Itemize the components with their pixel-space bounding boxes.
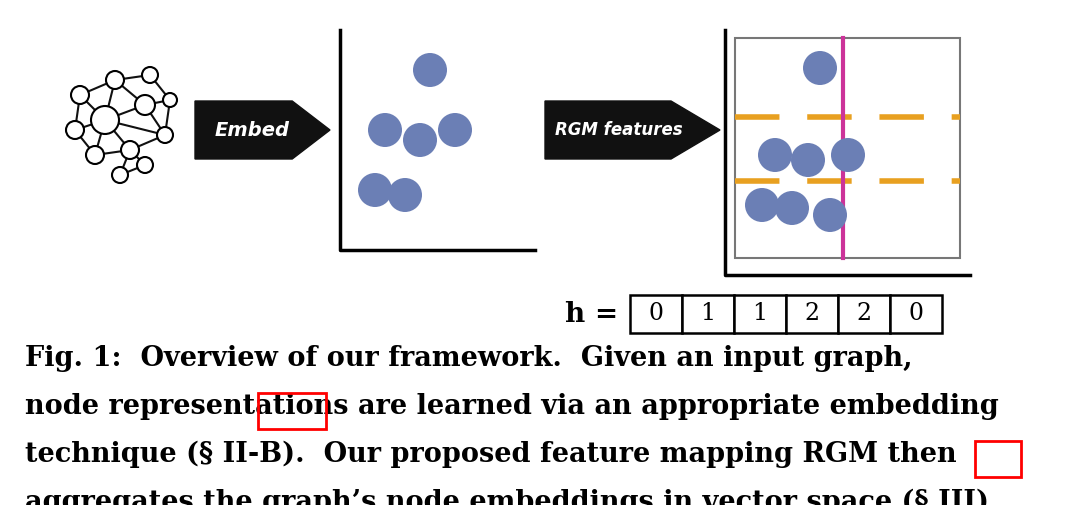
Circle shape xyxy=(745,188,779,222)
Text: 0: 0 xyxy=(648,302,663,326)
Circle shape xyxy=(71,86,89,104)
Circle shape xyxy=(135,95,156,115)
Text: 2: 2 xyxy=(856,302,872,326)
Circle shape xyxy=(112,167,129,183)
Bar xyxy=(786,295,838,333)
Text: technique (§ II-B).  Our proposed feature mapping RGM then: technique (§ II-B). Our proposed feature… xyxy=(25,441,957,468)
Polygon shape xyxy=(545,101,720,159)
Circle shape xyxy=(804,51,837,85)
Text: aggregates the graph’s node embeddings in vector space (§ III).: aggregates the graph’s node embeddings i… xyxy=(25,489,999,505)
Bar xyxy=(735,38,960,258)
Circle shape xyxy=(86,146,104,164)
Text: node representations are learned via an appropriate embedding: node representations are learned via an … xyxy=(25,393,999,420)
Text: 1: 1 xyxy=(753,302,768,326)
Circle shape xyxy=(91,106,119,134)
Bar xyxy=(890,295,942,333)
Circle shape xyxy=(141,67,158,83)
Circle shape xyxy=(831,138,865,172)
Circle shape xyxy=(758,138,792,172)
Circle shape xyxy=(66,121,84,139)
Circle shape xyxy=(368,113,402,147)
Circle shape xyxy=(791,143,825,177)
Bar xyxy=(838,295,890,333)
Circle shape xyxy=(106,71,124,89)
Text: h =: h = xyxy=(565,300,618,328)
Polygon shape xyxy=(195,101,330,159)
Bar xyxy=(734,295,786,333)
Bar xyxy=(975,441,1021,477)
Text: 2: 2 xyxy=(805,302,820,326)
Circle shape xyxy=(775,191,809,225)
Text: Fig. 1:  Overview of our framework.  Given an input graph,: Fig. 1: Overview of our framework. Given… xyxy=(25,345,913,372)
Circle shape xyxy=(357,173,392,207)
Text: Embed: Embed xyxy=(214,121,289,139)
Circle shape xyxy=(163,93,177,107)
Circle shape xyxy=(121,141,139,159)
Bar xyxy=(681,295,734,333)
Circle shape xyxy=(388,178,422,212)
Circle shape xyxy=(813,198,847,232)
Circle shape xyxy=(137,157,153,173)
Bar xyxy=(258,393,326,429)
Text: 0: 0 xyxy=(908,302,923,326)
Bar xyxy=(630,295,681,333)
Circle shape xyxy=(403,123,437,157)
Circle shape xyxy=(157,127,173,143)
Circle shape xyxy=(413,53,447,87)
Text: 1: 1 xyxy=(701,302,716,326)
Circle shape xyxy=(438,113,472,147)
Text: RGM features: RGM features xyxy=(555,121,683,139)
